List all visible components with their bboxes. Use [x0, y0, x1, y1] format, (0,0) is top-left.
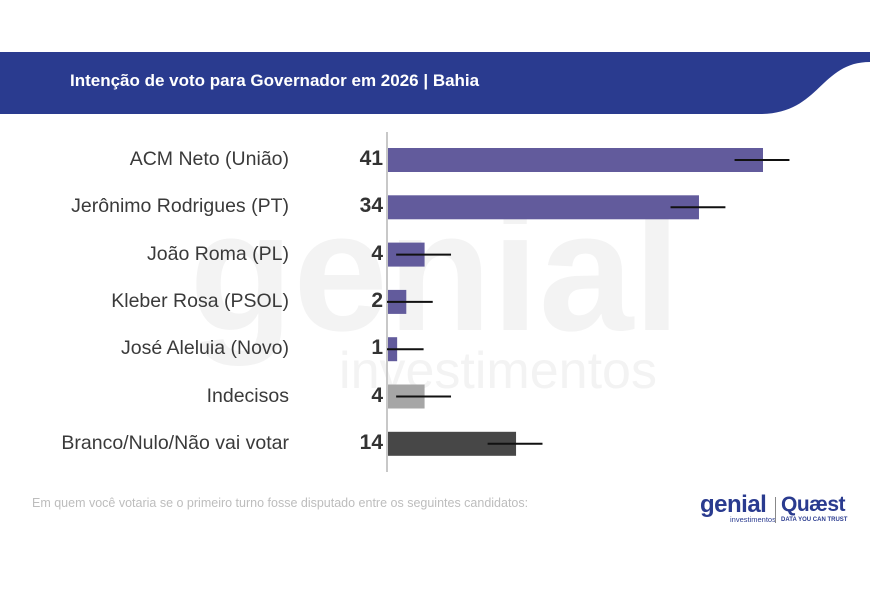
category-label: João Roma (PL) — [147, 242, 289, 265]
value-label: 4 — [371, 241, 383, 265]
value-label: 41 — [359, 147, 383, 170]
bar — [388, 195, 699, 220]
footnote: Em quem você votaria se o primeiro turno… — [32, 496, 529, 510]
value-label: 2 — [371, 288, 383, 312]
quaest-logo: Quæst DATA YOU CAN TRUST — [781, 494, 847, 524]
category-label: Branco/Nulo/Não vai votar — [61, 431, 289, 454]
chart-title: Intenção de voto para Governador em 2026… — [70, 71, 480, 90]
title-band-shape — [0, 52, 870, 114]
category-label: ACM Neto (União) — [129, 148, 289, 170]
genial-logo-subtext: investimentos — [730, 515, 776, 524]
genial-logo-text: genial — [700, 491, 767, 518]
logo-divider — [775, 497, 776, 523]
bar — [388, 148, 763, 172]
category-label: José Aleluia (Novo) — [121, 337, 289, 360]
quaest-logo-text: Quæst — [781, 493, 846, 516]
value-label: 1 — [371, 336, 383, 360]
value-label: 14 — [359, 430, 383, 454]
category-label: Kleber Rosa (PSOL) — [111, 289, 289, 312]
title-band — [0, 52, 870, 114]
quaest-logo-subtext: DATA YOU CAN TRUST — [781, 517, 848, 523]
category-label: Jerônimo Rodrigues (PT) — [71, 195, 289, 218]
genial-logo: genial investimentos — [700, 491, 776, 524]
value-label: 34 — [359, 194, 383, 218]
category-label: Indecisos — [206, 384, 289, 407]
value-label: 4 — [371, 383, 383, 407]
